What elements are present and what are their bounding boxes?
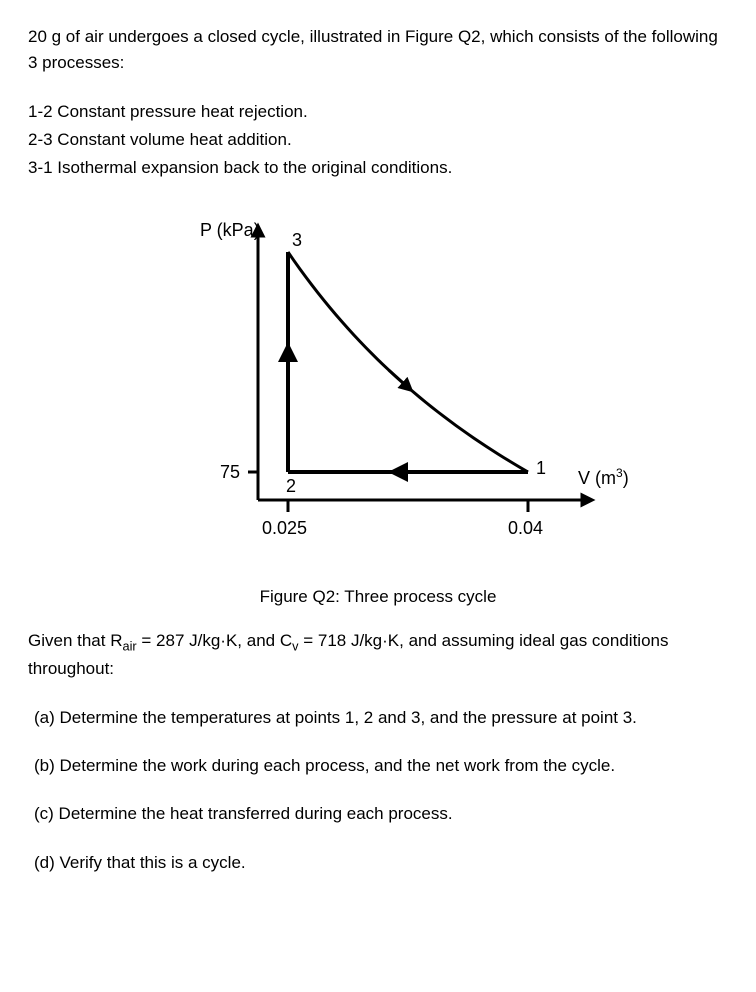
- question-b: (b) Determine the work during each proce…: [34, 753, 728, 779]
- given-constants: Given that Rair = 287 J/kg·K, and Cv = 7…: [28, 628, 728, 682]
- svg-text:V (m3): V (m3): [578, 466, 628, 488]
- svg-text:P (kPa): P (kPa): [200, 220, 260, 240]
- given-text-1: Given that R: [28, 631, 123, 650]
- svg-text:0.025: 0.025: [262, 518, 307, 538]
- process-2-3: 2-3 Constant volume heat addition.: [28, 127, 728, 153]
- intro-text: 20 g of air undergoes a closed cycle, il…: [28, 24, 728, 77]
- svg-text:2: 2: [286, 476, 296, 496]
- svg-text:75: 75: [220, 462, 240, 482]
- question-a: (a) Determine the temperatures at points…: [34, 705, 728, 731]
- process-list: 1-2 Constant pressure heat rejection. 2-…: [28, 99, 728, 182]
- given-sub-air: air: [123, 638, 137, 653]
- question-c: (c) Determine the heat transferred durin…: [34, 801, 728, 827]
- pv-diagram-svg: P (kPa) V (m3) 75 0.025 0.04 1 2 3: [128, 210, 628, 570]
- pv-diagram-figure: P (kPa) V (m3) 75 0.025 0.04 1 2 3 Figure Q2: T…: [28, 210, 728, 624]
- question-list: (a) Determine the temperatures at points…: [34, 705, 728, 876]
- figure-caption: Figure Q2: Three process cycle: [260, 584, 497, 610]
- process-1-2: 1-2 Constant pressure heat rejection.: [28, 99, 728, 125]
- svg-text:1: 1: [536, 458, 546, 478]
- process-3-1: 3-1 Isothermal expansion back to the ori…: [28, 155, 728, 181]
- given-text-2: = 287 J/kg·K, and C: [137, 631, 292, 650]
- question-d: (d) Verify that this is a cycle.: [34, 850, 728, 876]
- svg-text:3: 3: [292, 230, 302, 250]
- svg-text:0.04: 0.04: [508, 518, 543, 538]
